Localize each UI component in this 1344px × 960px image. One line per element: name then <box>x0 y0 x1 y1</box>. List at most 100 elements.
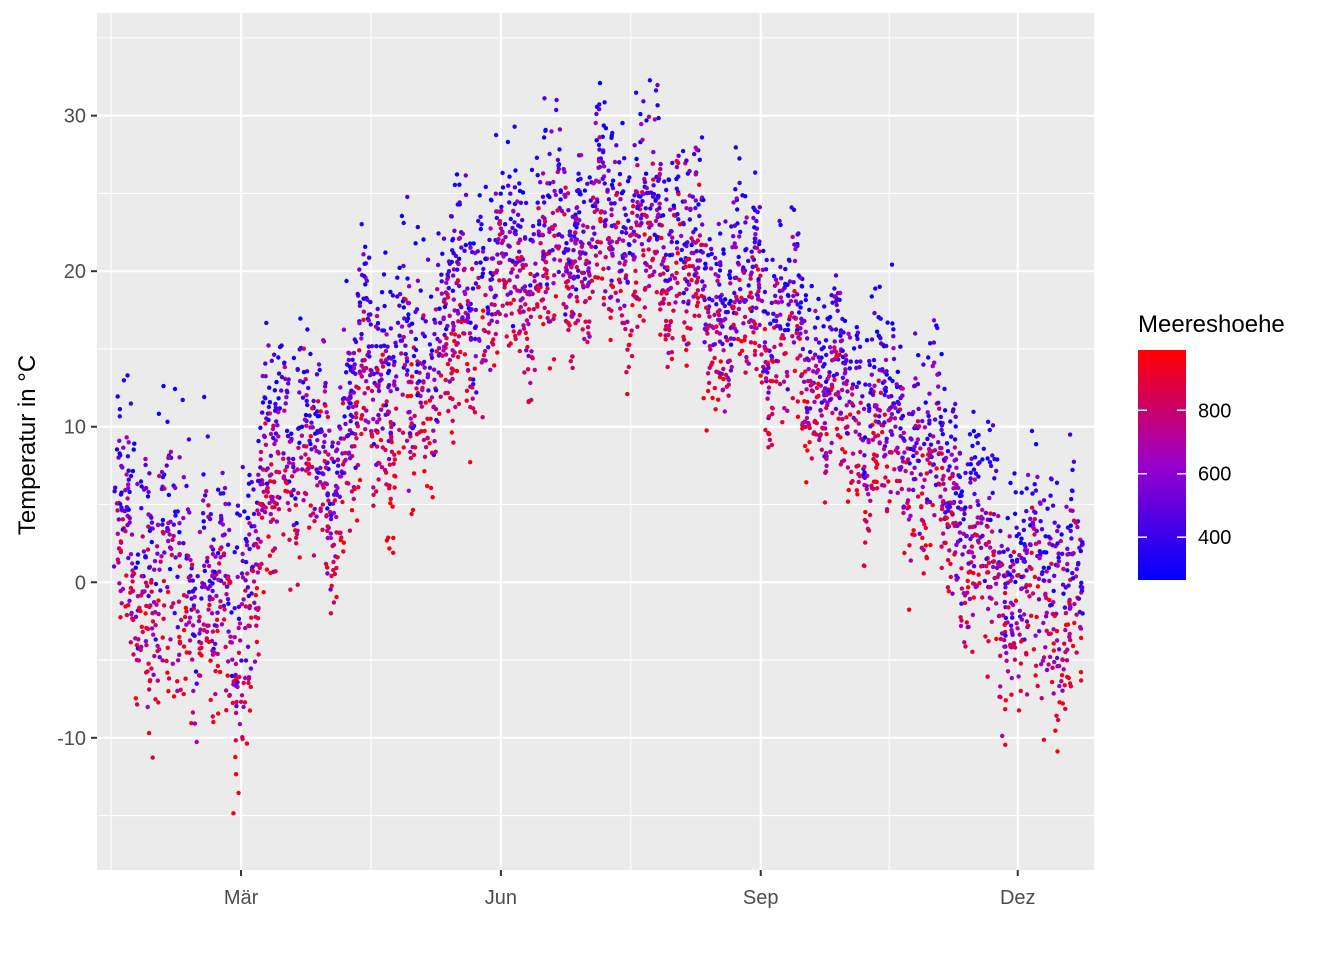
data-point <box>240 736 245 742</box>
data-point <box>307 525 312 530</box>
data-point <box>564 269 569 274</box>
data-point <box>1026 623 1031 628</box>
data-point <box>972 477 977 482</box>
data-point <box>953 401 958 407</box>
data-point <box>1051 641 1056 646</box>
data-point <box>177 521 182 526</box>
data-point <box>837 297 842 303</box>
data-point <box>957 474 963 480</box>
data-point <box>553 294 559 299</box>
data-point <box>796 310 802 315</box>
data-point <box>366 420 371 425</box>
data-point <box>792 289 797 294</box>
data-point <box>953 550 958 555</box>
data-point <box>652 117 657 122</box>
data-point <box>532 274 537 279</box>
data-point <box>373 324 379 329</box>
data-point <box>941 531 946 536</box>
data-point <box>892 401 897 406</box>
data-point <box>832 377 837 382</box>
data-point <box>648 206 653 211</box>
data-point <box>477 193 482 198</box>
data-point <box>930 363 935 369</box>
data-point <box>588 198 593 203</box>
data-point <box>945 557 951 563</box>
data-point <box>813 363 819 369</box>
data-point <box>920 418 925 424</box>
data-point <box>455 354 461 360</box>
data-point <box>587 295 592 301</box>
data-point <box>183 605 189 611</box>
data-point <box>861 406 867 412</box>
data-point <box>218 555 223 560</box>
data-point <box>980 507 985 513</box>
data-point <box>845 499 851 504</box>
data-point <box>576 268 581 273</box>
data-point <box>684 309 689 314</box>
data-point <box>1078 635 1084 641</box>
data-point <box>966 570 971 575</box>
data-point <box>998 653 1003 658</box>
data-point <box>630 198 635 203</box>
data-point <box>126 440 131 445</box>
data-point <box>405 194 410 200</box>
data-point <box>664 197 669 202</box>
data-point <box>577 313 582 318</box>
data-point <box>359 413 365 418</box>
data-point <box>642 212 647 217</box>
data-point <box>664 187 669 193</box>
data-point <box>178 687 183 692</box>
data-point <box>513 231 518 237</box>
data-point <box>702 326 707 332</box>
data-point <box>467 241 473 246</box>
data-point <box>928 442 934 447</box>
data-point <box>843 353 848 358</box>
data-point <box>871 456 876 462</box>
data-point <box>716 221 721 227</box>
data-point <box>966 561 971 566</box>
data-point <box>247 521 252 526</box>
data-point <box>661 245 666 250</box>
data-point <box>146 593 151 599</box>
data-point <box>179 617 184 623</box>
data-point <box>766 390 771 395</box>
data-point <box>245 585 251 590</box>
data-point <box>425 436 430 441</box>
data-point <box>737 180 742 186</box>
data-point <box>693 240 698 245</box>
data-point <box>595 239 600 245</box>
data-point <box>156 700 161 705</box>
data-point <box>327 501 333 507</box>
data-point <box>267 553 273 558</box>
data-point <box>443 391 448 396</box>
data-point <box>833 273 839 278</box>
data-point <box>336 440 341 446</box>
data-point <box>667 232 672 237</box>
data-point <box>231 811 236 816</box>
data-point <box>471 406 476 411</box>
data-point <box>923 525 928 531</box>
data-point <box>1037 556 1042 561</box>
data-point <box>971 570 976 576</box>
data-point <box>796 231 801 236</box>
data-point <box>951 521 956 526</box>
data-point <box>777 381 783 387</box>
data-point <box>408 431 413 436</box>
data-point <box>546 319 552 324</box>
data-point <box>939 506 945 512</box>
data-point <box>876 378 881 383</box>
data-point <box>827 397 833 403</box>
data-point <box>324 410 329 415</box>
data-point <box>888 429 893 434</box>
data-point <box>367 354 372 359</box>
data-point <box>162 550 167 555</box>
data-point <box>1057 663 1062 669</box>
data-point <box>732 241 737 246</box>
data-point <box>236 650 242 655</box>
data-point <box>434 349 439 354</box>
data-point <box>331 567 336 573</box>
data-point <box>261 590 266 595</box>
data-point <box>1037 500 1043 505</box>
data-point <box>700 250 705 255</box>
data-point <box>755 293 761 298</box>
